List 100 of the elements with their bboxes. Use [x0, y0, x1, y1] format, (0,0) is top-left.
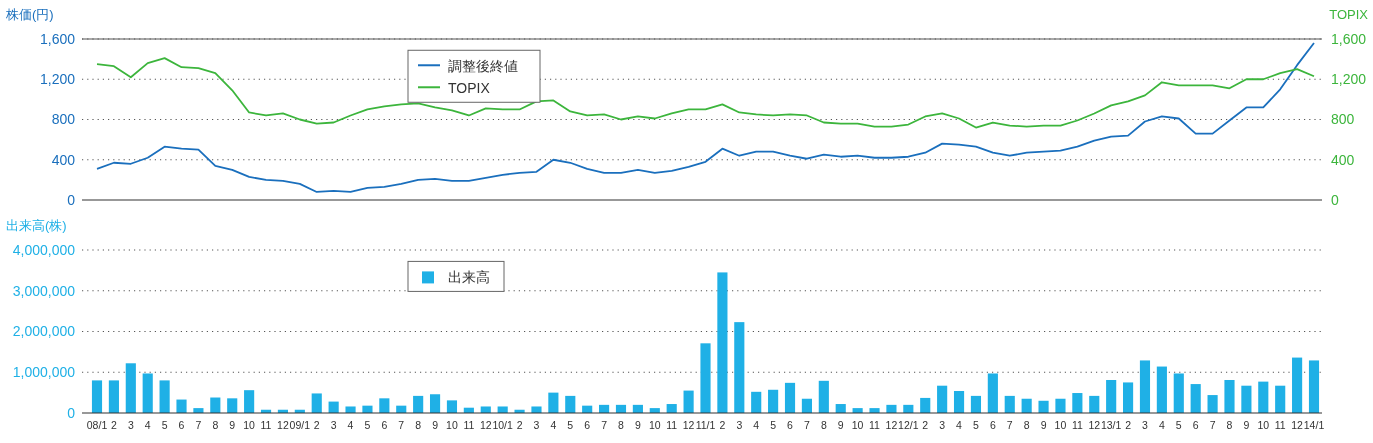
y-tick-label: 1,600 — [39, 30, 76, 47]
bar — [734, 322, 745, 413]
x-tick-label: 4 — [956, 419, 963, 431]
x-tick-label: 9 — [229, 419, 236, 431]
bar — [379, 398, 390, 413]
bar — [1190, 384, 1201, 413]
bar — [1156, 366, 1167, 413]
bar — [1123, 382, 1134, 413]
y2-axis-title: TOPIX — [1329, 7, 1369, 22]
y2-tick-label: 1,600 — [1331, 30, 1367, 47]
x-tick-label: 6 — [381, 419, 388, 431]
bar — [987, 373, 998, 413]
x-tick-label: 7 — [398, 419, 405, 431]
line-series — [96, 57, 1315, 129]
x-tick-label: 10 — [446, 419, 458, 431]
x-tick-label: 4 — [144, 419, 151, 431]
x-tick-label: 9 — [634, 419, 641, 431]
bar — [446, 400, 458, 413]
x-tick-label: 7 — [601, 419, 608, 431]
x-tick-label: 8 — [1226, 419, 1233, 431]
bar — [244, 390, 255, 413]
x-tick-label: 5 — [364, 419, 371, 431]
x-tick-label: 5 — [973, 419, 980, 431]
y-tick-label: 4,000,000 — [12, 241, 76, 258]
x-tick-label: 12/1 — [898, 419, 919, 431]
x-tick-label: 13/1 — [1100, 419, 1122, 431]
x-tick-label: 11 — [666, 419, 678, 431]
bar — [768, 389, 779, 413]
x-tick-label: 6 — [787, 419, 794, 431]
bar — [1089, 395, 1100, 413]
x-tick-label: 7 — [195, 419, 202, 431]
x-tick-label: 2 — [110, 419, 117, 431]
x-tick-label: 5 — [1175, 419, 1182, 431]
y2-tick-label: 0 — [1331, 191, 1339, 208]
bar — [1072, 393, 1083, 413]
bar — [108, 380, 119, 413]
y-tick-label: 0 — [67, 404, 76, 421]
bar — [920, 397, 931, 413]
x-tick-label: 9 — [837, 419, 844, 431]
x-tick-label: 09/1 — [289, 419, 311, 431]
bar — [125, 363, 136, 413]
x-tick-label: 3 — [939, 419, 946, 431]
x-tick-label: 10 — [851, 419, 864, 431]
bar — [311, 393, 322, 413]
x-tick-label: 10/1 — [492, 419, 514, 431]
bar — [818, 380, 829, 413]
bar — [1055, 398, 1066, 413]
x-tick-label: 4 — [550, 419, 557, 431]
y2-tick-label: 400 — [1331, 151, 1355, 168]
x-tick-label: 11 — [1071, 419, 1083, 431]
bar — [1139, 360, 1151, 413]
bar — [480, 406, 491, 413]
x-tick-label: 5 — [770, 419, 777, 431]
bar — [1106, 379, 1117, 413]
y-axis-title: 株価(円) — [5, 7, 54, 22]
x-tick-label: 8 — [1023, 419, 1030, 431]
x-tick-label: 6 — [178, 419, 185, 431]
x-tick-label: 3 — [127, 419, 134, 431]
x-tick-label: 8 — [212, 419, 219, 431]
x-tick-label: 12 — [479, 419, 492, 431]
x-tick-label: 3 — [736, 419, 743, 431]
x-tick-label: 6 — [1192, 419, 1199, 431]
bar — [497, 406, 508, 413]
x-tick-label: 11 — [1274, 419, 1286, 431]
x-tick-label: 4 — [1158, 419, 1165, 431]
legend-label: TOPIX — [448, 80, 491, 97]
x-tick-label: 12 — [885, 419, 898, 431]
x-tick-label: 5 — [161, 419, 168, 431]
x-tick-label: 9 — [1040, 419, 1047, 431]
line-series — [96, 42, 1315, 193]
x-tick-label: 11 — [463, 419, 475, 431]
y-tick-label: 800 — [51, 111, 76, 128]
bar — [548, 392, 559, 413]
x-tick-label: 6 — [989, 419, 996, 431]
y-tick-label: 1,000,000 — [12, 364, 76, 381]
x-tick-label: 4 — [753, 419, 760, 431]
x-tick-label: 6 — [584, 419, 591, 431]
x-tick-label: 8 — [618, 419, 625, 431]
bar — [801, 398, 812, 413]
x-tick-label: 7 — [1006, 419, 1013, 431]
x-tick-label: 7 — [803, 419, 810, 431]
x-tick-label: 2 — [1125, 419, 1132, 431]
bar — [1207, 395, 1218, 413]
x-tick-label: 2 — [719, 419, 726, 431]
bar — [1241, 385, 1252, 413]
bar — [1038, 400, 1049, 413]
x-tick-label: 8 — [415, 419, 422, 431]
bar — [1308, 360, 1320, 413]
bar — [1173, 373, 1184, 413]
x-tick-label: 12 — [682, 419, 695, 431]
y-tick-label: 0 — [67, 191, 76, 208]
x-tick-label: 2 — [313, 419, 320, 431]
x-tick-label: 3 — [330, 419, 337, 431]
x-tick-label: 4 — [347, 419, 354, 431]
y-tick-label: 400 — [51, 151, 76, 168]
x-tick-label: 2 — [516, 419, 523, 431]
bar — [345, 406, 356, 413]
x-tick-label: 3 — [1142, 419, 1149, 431]
bar — [970, 395, 982, 413]
bar — [937, 385, 948, 413]
